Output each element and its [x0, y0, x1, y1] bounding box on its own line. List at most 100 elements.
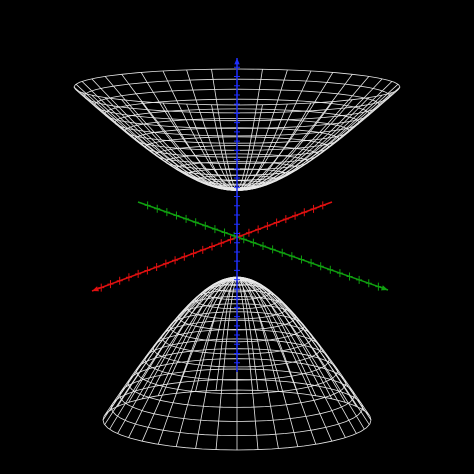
- axis-tick: [234, 331, 240, 340]
- axis-tick: [260, 242, 266, 250]
- axis-tick: [234, 284, 240, 293]
- axis-tick: [234, 100, 240, 109]
- meridian: [140, 72, 238, 191]
- axis-tick: [234, 90, 240, 99]
- axis-tick: [199, 245, 206, 254]
- meridian: [236, 69, 288, 191]
- meridian: [175, 276, 238, 394]
- axis-tick: [255, 225, 262, 234]
- meridian: [195, 276, 238, 392]
- meridian: [236, 70, 312, 191]
- axis-tick: [172, 256, 179, 265]
- axis-tick: [234, 63, 240, 72]
- lower-sheet: [102, 276, 372, 451]
- meridian: [236, 277, 346, 438]
- axis-tick: [211, 225, 218, 234]
- meridian: [128, 277, 238, 403]
- axis-tick: [234, 137, 240, 146]
- axis-tick: [245, 228, 252, 237]
- axis-tick: [336, 269, 343, 278]
- meridian: [141, 277, 238, 442]
- axis-tick: [310, 204, 317, 213]
- axis-tick: [234, 183, 240, 192]
- meridian: [236, 276, 317, 396]
- axis-tick: [221, 228, 228, 237]
- meridian: [236, 277, 299, 447]
- axis-arrow: [92, 286, 99, 292]
- axis-tick: [234, 192, 240, 201]
- meridian: [215, 276, 238, 391]
- axis-tick: [234, 266, 240, 275]
- meridian: [236, 74, 353, 191]
- meridian: [236, 277, 279, 449]
- meridian: [121, 74, 238, 191]
- meridian: [236, 277, 370, 416]
- meridian: [75, 83, 238, 191]
- axis-tick: [234, 321, 240, 330]
- axis-tick: [173, 211, 180, 220]
- meridian: [211, 69, 238, 191]
- meridian: [236, 276, 299, 394]
- axis-tick: [234, 340, 240, 349]
- axis-tick: [288, 252, 295, 261]
- axis-tick: [234, 211, 240, 219]
- axis-tick: [125, 273, 132, 282]
- meridian: [73, 86, 238, 191]
- axis-tick: [234, 220, 240, 229]
- meridian: [175, 277, 238, 447]
- axis-tick: [301, 208, 308, 217]
- axis-tick: [227, 235, 234, 244]
- axis-tick: [234, 275, 240, 284]
- axis-tick: [144, 266, 151, 275]
- axis-tick: [190, 249, 197, 258]
- upper-sheet: [73, 68, 401, 191]
- meridian: [157, 276, 238, 396]
- axis-tick: [279, 248, 286, 257]
- axis-tick: [162, 259, 169, 268]
- axis-tick: [250, 238, 257, 247]
- axis-tick: [135, 269, 142, 278]
- meridian: [236, 69, 263, 191]
- meridian: [186, 69, 238, 191]
- axis-tick: [234, 81, 240, 90]
- axis-tick: [264, 221, 271, 230]
- meridian: [195, 277, 238, 449]
- axis-tick: [282, 215, 289, 224]
- axis-tick: [234, 109, 240, 118]
- meridian: [128, 277, 238, 438]
- axis-tick: [234, 201, 240, 210]
- axis-tick: [234, 164, 240, 173]
- axis-arrow: [234, 58, 240, 65]
- axes: [91, 58, 389, 372]
- meridian: [162, 70, 238, 191]
- axis-tick: [273, 218, 280, 227]
- meridian: [236, 83, 399, 191]
- axis-tick: [234, 349, 240, 358]
- meridian: [236, 277, 259, 450]
- meridian: [236, 72, 334, 191]
- axis-tick: [144, 201, 151, 210]
- axis-tick: [269, 245, 276, 254]
- meridian: [236, 78, 383, 191]
- axis-tick: [163, 208, 170, 217]
- axis-tick: [234, 257, 240, 266]
- meridian: [236, 81, 393, 191]
- axis-tick: [234, 358, 240, 367]
- meridian: [104, 76, 238, 191]
- axis-tick: [234, 303, 240, 312]
- axis-tick: [153, 263, 160, 272]
- axis-tick: [234, 155, 240, 164]
- axis-tick: [183, 214, 190, 223]
- meridian: [236, 276, 259, 391]
- meridian: [157, 277, 238, 445]
- meridian: [215, 277, 238, 450]
- meridian: [236, 277, 333, 442]
- axis-tick: [116, 276, 123, 285]
- axis-tick: [327, 265, 334, 274]
- axis-arrow: [381, 285, 388, 291]
- meridian: [81, 81, 238, 191]
- axis-tick: [209, 242, 215, 251]
- axis-tick: [234, 312, 240, 321]
- meridian: [236, 76, 370, 191]
